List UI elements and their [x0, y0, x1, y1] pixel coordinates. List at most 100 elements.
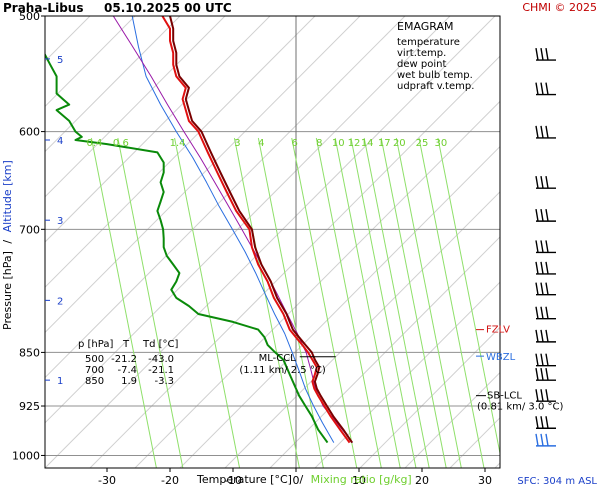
- table-cell: -43.0: [148, 354, 174, 365]
- adiabat-line: [45, 16, 226, 198]
- pressure-tick-label: 700: [19, 223, 40, 236]
- sb-lcl-detail: (0.81 km/ 3.0 °C): [477, 402, 563, 413]
- x-axis-separator: /: [299, 473, 303, 486]
- mixing-ratio-label: 30: [435, 138, 448, 149]
- table-cell: -7.4: [117, 365, 137, 376]
- y-axis-title: Pressure [hPa] / Altitude [km]: [1, 160, 14, 330]
- ml-ccl-label: ML-CCL: [259, 353, 297, 364]
- legend-item-dew-point: dew point: [397, 59, 446, 70]
- temperature-tick-label: 0: [293, 474, 300, 487]
- altitude-tick-label: 5: [57, 55, 63, 66]
- mixing-ratio-label: 1.4: [170, 138, 186, 149]
- wind-barb: [535, 82, 556, 96]
- fzlv-label: FZLV: [486, 325, 510, 336]
- x-axis-mix-label: Mixing ratio [g/kg]: [311, 473, 412, 486]
- mixing-ratio-line: [363, 137, 430, 468]
- wind-barb: [535, 176, 556, 189]
- y-axis-label: Pressure [hPa]: [1, 251, 14, 330]
- table-cell: -3.3: [154, 376, 174, 387]
- mixing-ratio-line: [257, 137, 324, 468]
- mixing-ratio-line: [291, 137, 358, 468]
- table-header-t: T: [122, 339, 130, 350]
- pressure-tick-label: 925: [19, 400, 40, 413]
- mixing-ratio-line: [233, 137, 300, 468]
- wind-barb: [535, 353, 556, 367]
- pressure-ticks: 500 600 700 850 925 1000: [12, 10, 45, 462]
- mixing-ratio-line: [174, 137, 241, 468]
- data-table: p [hPa] T Td [°C] 500 -21.2 -43.0 700 -7…: [78, 339, 179, 387]
- mixing-ratio-label: 3: [234, 138, 240, 149]
- altitude-tick-label: 3: [57, 216, 63, 227]
- mixing-ratio-label: 20: [393, 138, 406, 149]
- adiabat-line: [404, 371, 500, 468]
- mixing-ratio-label: 0.6: [113, 138, 129, 149]
- mixing-ratio-line: [418, 137, 485, 468]
- series-line-dew-point: [45, 52, 329, 444]
- adiabat-line: [45, 16, 136, 108]
- sb-lcl-label: SB-LCL: [487, 391, 522, 402]
- wind-barb: [535, 282, 556, 296]
- background-lines: [45, 16, 600, 468]
- table-header-td: Td [°C]: [142, 339, 179, 350]
- mixing-ratio-line: [117, 137, 184, 468]
- ml-ccl-detail: (1.11 km/ 2.5 °C): [239, 365, 325, 376]
- mixing-ratio-label: 6: [292, 138, 298, 149]
- adiabat-line: [359, 326, 500, 468]
- altitude-ticks: 1 2 3 4 5: [45, 55, 63, 387]
- table-cell: 850: [85, 376, 104, 387]
- mixing-ratio-line: [380, 137, 447, 468]
- legend-title: EMAGRAM: [397, 20, 454, 33]
- adiabat-line: [224, 191, 500, 468]
- temperature-tick-label: 10: [352, 474, 366, 487]
- adiabat-line: [269, 236, 500, 468]
- plot-frame: [44, 15, 501, 469]
- legend: EMAGRAM temperature virt.temp. dew point…: [397, 20, 474, 92]
- wind-barb: [535, 389, 556, 402]
- wind-barb: [535, 47, 556, 61]
- series-line-temperature: [161, 16, 351, 444]
- mixing-ratio-label: 14: [361, 138, 374, 149]
- temperature-tick-label: -10: [224, 474, 242, 487]
- adiabat-line: [45, 16, 496, 468]
- table-cell: 1.9: [121, 376, 137, 387]
- adiabat-line: [89, 55, 500, 468]
- y-axis-alt-label: Altitude [km]: [1, 160, 14, 232]
- adiabat-line: [179, 145, 500, 468]
- wind-barb: [535, 416, 556, 429]
- adiabat-line: [45, 16, 451, 424]
- altitude-tick-label: 1: [57, 376, 63, 387]
- mixing-ratio-label: 25: [416, 138, 429, 149]
- legend-item-wet-bulb: wet bulb temp.: [397, 70, 473, 81]
- adiabat-line: [45, 16, 271, 243]
- x-axis-title: Temperature [°C] / Mixing ratio [g/kg]: [196, 473, 412, 486]
- pressure-tick-label: 1000: [12, 449, 40, 462]
- temperature-tick-label: -20: [161, 474, 179, 487]
- legend-item-updraft: udpraft v.temp.: [397, 81, 474, 92]
- altitude-tick-label: 2: [57, 296, 63, 307]
- series-line-wet-bulb-temp: [131, 16, 335, 443]
- adiabat-line: [540, 16, 600, 468]
- mixing-ratio-label: 17: [378, 138, 391, 149]
- adiabat-line: [314, 281, 500, 468]
- wind-barb: [535, 208, 556, 222]
- adiabat-line: [45, 16, 406, 379]
- mixing-ratio-line: [90, 137, 157, 468]
- mixing-ratio-labels: 0.4 0.6 1.4 3 4 6 8 10 12 14 17 20 25 30: [86, 138, 447, 149]
- copyright: CHMI © 2025: [522, 1, 597, 14]
- table-cell: -21.1: [148, 365, 174, 376]
- station-name: Praha-Libus: [3, 1, 83, 15]
- legend-item-temperature: temperature: [397, 37, 460, 48]
- wind-barb: [535, 433, 556, 447]
- mixing-ratio-line: [350, 137, 417, 468]
- wind-barb: [535, 306, 556, 320]
- adiabat-line: [45, 16, 181, 153]
- surface-elevation: SFC: 304 m ASL: [517, 476, 597, 487]
- wind-barbs: [535, 47, 556, 447]
- legend-item-virtual-temp: virt.temp.: [397, 48, 446, 59]
- y-axis-separator: /: [1, 240, 14, 244]
- mixing-ratio-label: 8: [316, 138, 322, 149]
- table-cell: -21.2: [111, 354, 137, 365]
- wind-barb: [535, 329, 556, 343]
- mixing-ratio-label: 4: [258, 138, 264, 149]
- mixing-ratio-line: [334, 137, 401, 468]
